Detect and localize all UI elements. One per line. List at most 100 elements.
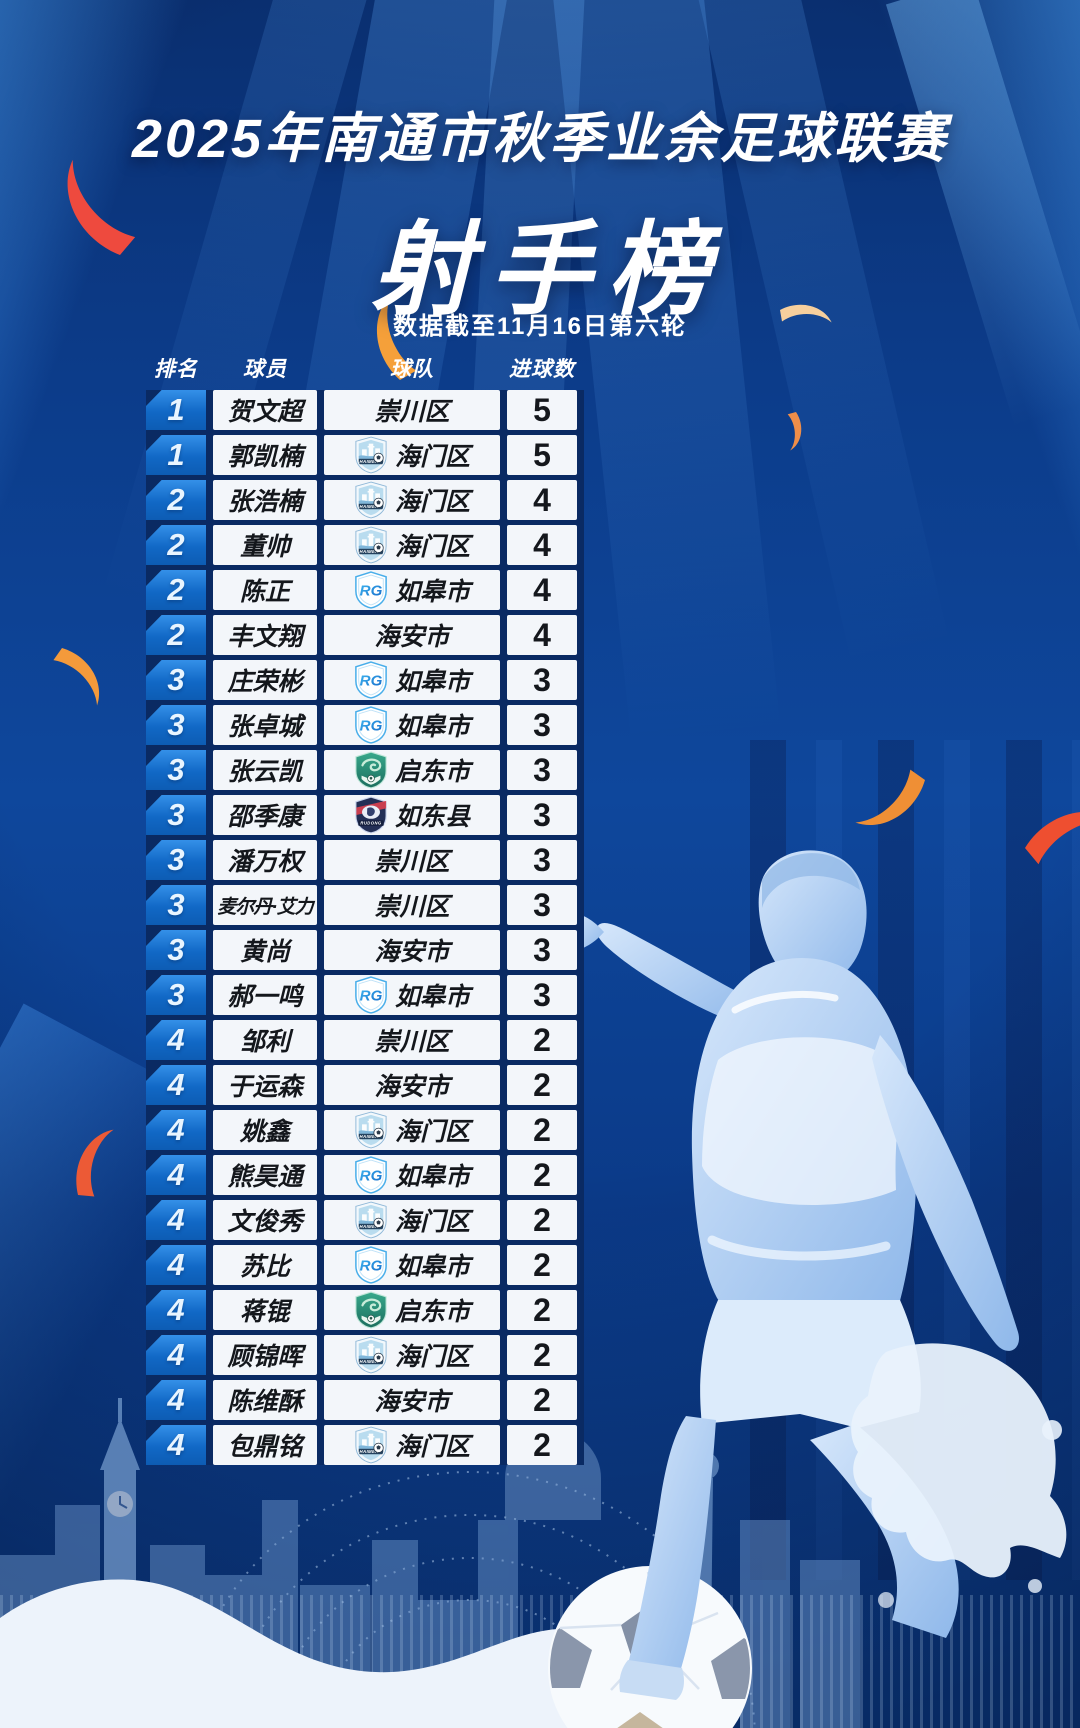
goals-cell: 2: [507, 1110, 577, 1150]
rank-badge: 2: [146, 480, 206, 520]
team-name: 如皋市: [394, 713, 470, 741]
scorers-table: 排名 球员 球队 进球数 1 贺文超 崇川区 5 1 郭凯楠 HAIMEN 海门区 5 2 张浩…: [146, 352, 584, 1465]
column-header-team: 球队: [390, 358, 434, 381]
table-body: 1 贺文超 崇川区 5 1 郭凯楠 HAIMEN 海门区 5 2 张浩楠 HAIMEN 海门区 4…: [146, 390, 584, 1465]
rank-badge: 3: [146, 930, 206, 970]
team-cell: HAIMEN 海门区: [324, 480, 500, 520]
rank-badge: 4: [146, 1335, 206, 1375]
player-name-cell: 郭凯楠: [213, 435, 317, 475]
team-name: 如皋市: [394, 1163, 470, 1191]
team-logo-qidong-icon: [354, 1291, 388, 1329]
goals-cell: 3: [507, 660, 577, 700]
rank-badge: 2: [146, 570, 206, 610]
table-row: 4 姚鑫 HAIMEN 海门区 2: [146, 1110, 584, 1150]
rank-badge: 4: [146, 1020, 206, 1060]
player-name-cell: 陈维酥: [213, 1380, 317, 1420]
team-name: 启东市: [394, 758, 470, 786]
team-name: 崇川区: [374, 398, 450, 426]
player-name-cell: 于运森: [213, 1065, 317, 1105]
rank-badge: 3: [146, 660, 206, 700]
rank-badge: 4: [146, 1155, 206, 1195]
goals-cell: 3: [507, 930, 577, 970]
team-cell: 崇川区: [324, 390, 500, 430]
team-name: 海安市: [374, 938, 450, 966]
team-logo-haimen-icon: HAIMEN: [354, 1201, 388, 1239]
svg-text:RG: RG: [360, 1258, 383, 1275]
rank-badge: 3: [146, 840, 206, 880]
player-name-cell: 苏比: [213, 1245, 317, 1285]
corner-light-streak: [730, 0, 1080, 895]
light-beam: [690, 0, 990, 840]
table-row: 4 陈维酥 海安市 2: [146, 1380, 584, 1420]
svg-text:RG: RG: [360, 988, 383, 1005]
goals-cell: 2: [507, 1290, 577, 1330]
team-cell: HAIMEN 海门区: [324, 1110, 500, 1150]
team-name: 如东县: [394, 803, 470, 831]
player-name-cell: 陈正: [213, 570, 317, 610]
svg-text:RG: RG: [360, 1168, 383, 1185]
team-name: 海安市: [374, 1388, 450, 1416]
goals-cell: 5: [507, 390, 577, 430]
rank-badge: 3: [146, 975, 206, 1015]
team-cell: 崇川区: [324, 1020, 500, 1060]
tv-tower-graphic: [691, 1404, 719, 1728]
player-silhouette: [566, 850, 1067, 1700]
clock-tower-graphic: [100, 1398, 140, 1728]
column-header-goals: 进球数: [509, 358, 575, 381]
goals-cell: 3: [507, 750, 577, 790]
table-row: 2 董帅 HAIMEN 海门区 4: [146, 525, 584, 565]
svg-text:HAIMEN: HAIMEN: [359, 1134, 379, 1139]
goals-cell: 2: [507, 1425, 577, 1465]
svg-text:HAIMEN: HAIMEN: [359, 1449, 379, 1454]
team-name: 海门区: [394, 533, 470, 561]
team-name: 启东市: [394, 1298, 470, 1326]
svg-text:RG: RG: [360, 718, 383, 735]
bottom-stripes: [0, 1595, 1080, 1728]
team-logo-rugao-icon: RG: [354, 571, 388, 609]
rank-badge: 4: [146, 1200, 206, 1240]
player-name-cell: 张卓城: [213, 705, 317, 745]
team-name: 海安市: [374, 623, 450, 651]
team-cell: HAIMEN 海门区: [324, 1425, 500, 1465]
table-row: 3 潘万权 崇川区 3: [146, 840, 584, 880]
svg-text:HAIMEN: HAIMEN: [359, 1359, 379, 1364]
data-cutoff-note: 数据截至11月16日第六轮: [392, 313, 688, 340]
table-row: 2 张浩楠 HAIMEN 海门区 4: [146, 480, 584, 520]
team-cell: 海安市: [324, 1065, 500, 1105]
table-row: 4 蒋锟 启东市 2: [146, 1290, 584, 1330]
svg-text:HAIMEN: HAIMEN: [359, 459, 379, 464]
team-cell: 启东市: [324, 750, 500, 790]
corner-light-streak: [885, 0, 1080, 502]
rank-badge: 2: [146, 525, 206, 565]
team-cell: HAIMEN 海门区: [324, 525, 500, 565]
team-cell: HAIMEN 海门区: [324, 435, 500, 475]
goals-cell: 3: [507, 840, 577, 880]
svg-text:HAIMEN: HAIMEN: [359, 1224, 379, 1229]
team-logo-haimen-icon: HAIMEN: [354, 1426, 388, 1464]
team-name: 如皋市: [394, 983, 470, 1011]
team-name: 如皋市: [394, 1253, 470, 1281]
player-name-cell: 黄尚: [213, 930, 317, 970]
team-logo-rugao-icon: RG: [354, 976, 388, 1014]
goals-cell: 2: [507, 1380, 577, 1420]
table-row: 2 陈正 RG 如皋市 4: [146, 570, 584, 610]
team-name: 海门区: [394, 488, 470, 516]
player-name-cell: 潘万权: [213, 840, 317, 880]
team-name: 海安市: [374, 1073, 450, 1101]
team-name: 如皋市: [394, 578, 470, 606]
goals-cell: 2: [507, 1065, 577, 1105]
player-name-cell: 顾锦晖: [213, 1335, 317, 1375]
goals-cell: 4: [507, 570, 577, 610]
svg-text:HAIMEN: HAIMEN: [359, 549, 379, 554]
team-name: 海门区: [394, 1118, 470, 1146]
soccer-ball-graphic: [548, 1566, 752, 1728]
team-name: 海门区: [394, 1433, 470, 1461]
team-cell: HAIMEN 海门区: [324, 1335, 500, 1375]
team-cell: RG 如皋市: [324, 1155, 500, 1195]
player-name-cell: 董帅: [213, 525, 317, 565]
player-name-cell: 蒋锟: [213, 1290, 317, 1330]
table-row: 3 郝一鸣 RG 如皋市 3: [146, 975, 584, 1015]
column-header-rank: 排名: [154, 358, 198, 381]
goals-cell: 4: [507, 480, 577, 520]
team-logo-rugao-icon: RG: [354, 661, 388, 699]
